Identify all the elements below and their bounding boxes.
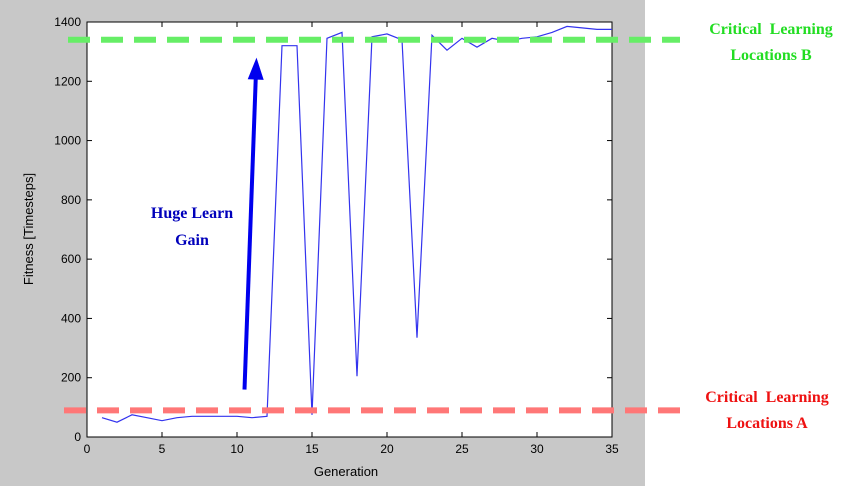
x-tick-label: 15	[305, 442, 319, 456]
x-tick-label: 5	[159, 442, 166, 456]
x-tick-label: 30	[530, 442, 544, 456]
x-tick-label: 25	[455, 442, 469, 456]
y-tick-label: 0	[74, 430, 81, 444]
y-tick-label: 1400	[54, 15, 81, 29]
learn-gain-label-line1: Huge Learn	[151, 205, 233, 222]
x-axis-label: Generation	[314, 464, 378, 479]
x-tick-label: 10	[230, 442, 244, 456]
y-tick-label: 1200	[54, 74, 81, 88]
plot-area	[87, 22, 612, 437]
critical-a-label-line1: Critical Learning	[705, 389, 829, 406]
y-tick-label: 800	[61, 193, 81, 207]
x-tick-label: 35	[605, 442, 619, 456]
critical-b-label-line1: Critical Learning	[709, 21, 833, 38]
y-tick-label: 600	[61, 252, 81, 266]
y-tick-label: 1000	[54, 134, 81, 148]
y-tick-label: 200	[61, 371, 81, 385]
critical-a-label-line2: Locations A	[726, 415, 808, 432]
x-tick-label: 0	[84, 442, 91, 456]
y-axis-label: Fitness [Timesteps]	[21, 173, 36, 285]
critical-b-label-line2: Locations B	[730, 47, 812, 64]
x-tick-label: 20	[380, 442, 394, 456]
learn-gain-label-line2: Gain	[175, 232, 209, 249]
y-tick-label: 400	[61, 311, 81, 325]
